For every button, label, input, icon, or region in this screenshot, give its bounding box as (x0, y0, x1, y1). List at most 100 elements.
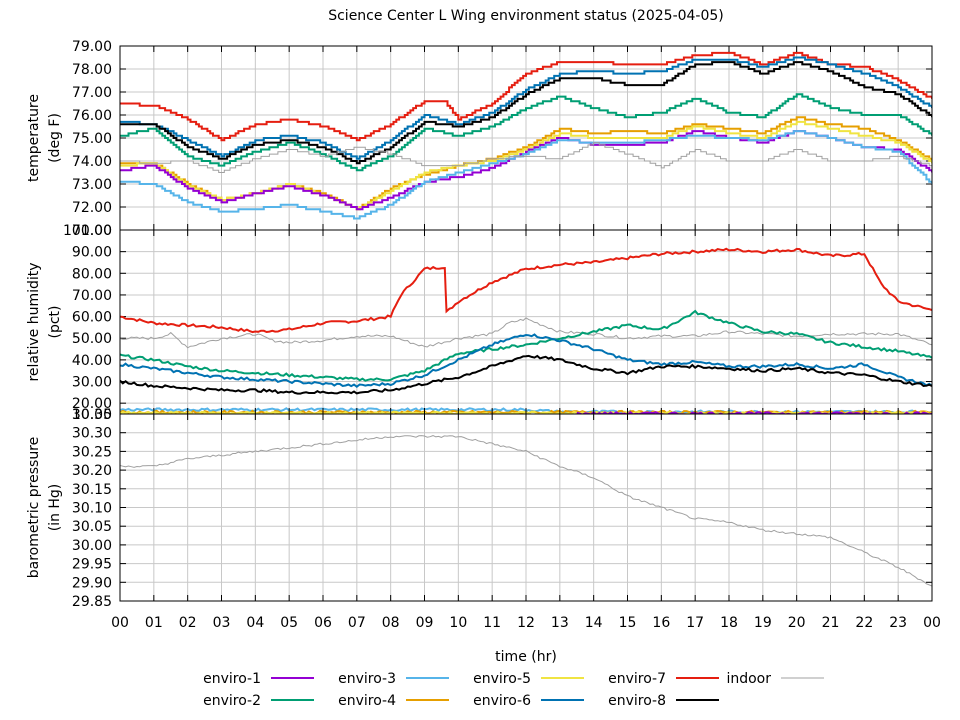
x-tick-label: 06 (314, 615, 332, 631)
legend-item-enviro-7: enviro-7 (608, 671, 719, 687)
x-tick-label: 00 (111, 615, 129, 631)
x-tick-label: 16 (652, 615, 670, 631)
series-line-enviro-6 (120, 56, 932, 160)
x-tick-label: 13 (551, 615, 569, 631)
x-tick-label: 21 (822, 615, 840, 631)
y-tick-label: 30.25 (72, 444, 112, 460)
y-tick-label: 29.90 (72, 575, 112, 591)
legend-label: enviro-5 (473, 671, 531, 687)
x-tick-label: 04 (246, 615, 264, 631)
y-tick-label: 70.00 (72, 288, 112, 304)
legend-label: enviro-3 (338, 671, 396, 687)
y-tick-label: 30.15 (72, 482, 112, 498)
series-group (120, 51, 932, 220)
series-line-enviro-5 (120, 120, 932, 211)
x-tick-label: 17 (686, 615, 704, 631)
legend-item-enviro-6: enviro-6 (473, 693, 584, 709)
legend-item-enviro-3: enviro-3 (338, 671, 449, 687)
y-tick-label: 20.00 (72, 396, 112, 412)
y-axis-label: relative humidity (26, 262, 42, 381)
series-line-enviro-3 (120, 130, 932, 220)
y-axis-label: barometric pressure (26, 437, 42, 578)
series-line-enviro-8 (120, 61, 932, 165)
x-tick-label: 11 (483, 615, 501, 631)
panel-humidity: 90.00 80.00 70.00 60.00 50.00 40.00 30.00 20.00… (26, 223, 933, 423)
x-tick-label: 10 (449, 615, 467, 631)
y-tick-label: 30.00 (72, 375, 112, 391)
y-tick-label: 40.00 (72, 353, 112, 369)
legend-item-enviro-5: enviro-5 (473, 671, 584, 687)
x-tick-label: 08 (382, 615, 400, 631)
y-tick-label: 50.00 (72, 331, 112, 347)
series-line-enviro-7 (120, 51, 932, 142)
legend-label: enviro-1 (203, 671, 261, 687)
y-axis-label-units: (pct) (47, 306, 63, 339)
x-tick-label: 18 (720, 615, 738, 631)
series-line-enviro-8 (120, 354, 932, 395)
series-group (120, 435, 932, 587)
y-tick-label: 30.10 (72, 501, 112, 517)
panel-pressure: 30.30 30.25 30.20 30.15 30.10 30.05 30.00 29.95… (26, 407, 933, 610)
legend-item-enviro-4: enviro-4 (338, 693, 449, 709)
series-line-enviro-6 (120, 333, 932, 388)
y-tick-label: 79.00 (72, 39, 112, 55)
legend-label: enviro-6 (473, 693, 531, 709)
y-tick-label: 76.00 (72, 108, 112, 124)
y-tick-label: 30.00 (72, 538, 112, 554)
x-tick-label: 15 (619, 615, 637, 631)
y-tick-label: 77.00 (72, 85, 112, 101)
y-tick-label: 60.00 (72, 310, 112, 326)
y-tick-label: 72.00 (72, 200, 112, 216)
legend-label: enviro-2 (203, 693, 261, 709)
series-line-enviro-2 (120, 93, 932, 172)
panel-temperature: 79.00 78.00 77.00 76.00 75.00 74.00 73.00 72.00… (26, 39, 933, 239)
y-tick-label: 30.05 (72, 519, 112, 535)
x-tick-label: 09 (416, 615, 434, 631)
y-tick-label: 74.00 (72, 154, 112, 170)
series-line-indoor (120, 435, 932, 587)
x-tick-label: 19 (754, 615, 772, 631)
legend-item-enviro-8: enviro-8 (608, 693, 719, 709)
x-tick-label: 01 (145, 615, 163, 631)
x-tick-label: 00 (923, 615, 941, 631)
y-tick-label: 29.95 (72, 557, 112, 573)
y-tick-label: 90.00 (72, 245, 112, 261)
x-tick-label: 03 (213, 615, 231, 631)
legend: enviro-1 enviro-2 enviro-3 enviro-4 enviro-5… (203, 671, 824, 709)
legend-item-indoor: indoor (726, 671, 824, 687)
y-tick-label-top: 100.00 (63, 223, 112, 239)
y-tick-label: 29.85 (72, 594, 112, 610)
y-tick-label-top: 30.35 (72, 407, 112, 423)
x-tick-label: 02 (179, 615, 197, 631)
y-tick-label-bottom: 10.00 (72, 407, 112, 423)
y-tick-label: 78.00 (72, 62, 112, 78)
x-tick-label: 12 (517, 615, 535, 631)
y-tick-label-bottom: 71.00 (72, 223, 112, 239)
y-tick-label: 73.00 (72, 177, 112, 193)
legend-label: indoor (726, 671, 771, 687)
y-axis-label-units: (deg F) (47, 113, 63, 163)
series-line-enviro-2 (120, 309, 932, 382)
series-line-indoor (120, 142, 932, 173)
x-tick-label: 07 (348, 615, 366, 631)
series-line-indoor (120, 317, 932, 349)
legend-item-enviro-2: enviro-2 (203, 693, 314, 709)
legend-item-enviro-1: enviro-1 (203, 671, 314, 687)
series-line-enviro-7 (120, 247, 932, 334)
x-axis-ticks: 00 01 02 03 04 05 06 07 08 09 10 11 12 13 14 15 16 17 18 19… (111, 615, 941, 631)
y-tick-label: 75.00 (72, 131, 112, 147)
y-axis-label-units: (in Hg) (47, 484, 63, 532)
y-tick-label: 30.30 (72, 426, 112, 442)
y-axis-label: temperature (26, 94, 42, 182)
chart-title: Science Center L Wing environment status… (328, 8, 724, 24)
legend-label: enviro-4 (338, 693, 396, 709)
x-tick-label: 20 (788, 615, 806, 631)
legend-label: enviro-7 (608, 671, 666, 687)
y-tick-label: 80.00 (72, 266, 112, 282)
x-axis-label: time (hr) (495, 649, 557, 665)
legend-label: enviro-8 (608, 693, 666, 709)
x-tick-label: 22 (855, 615, 873, 631)
x-tick-label: 23 (889, 615, 907, 631)
x-tick-label: 14 (585, 615, 603, 631)
